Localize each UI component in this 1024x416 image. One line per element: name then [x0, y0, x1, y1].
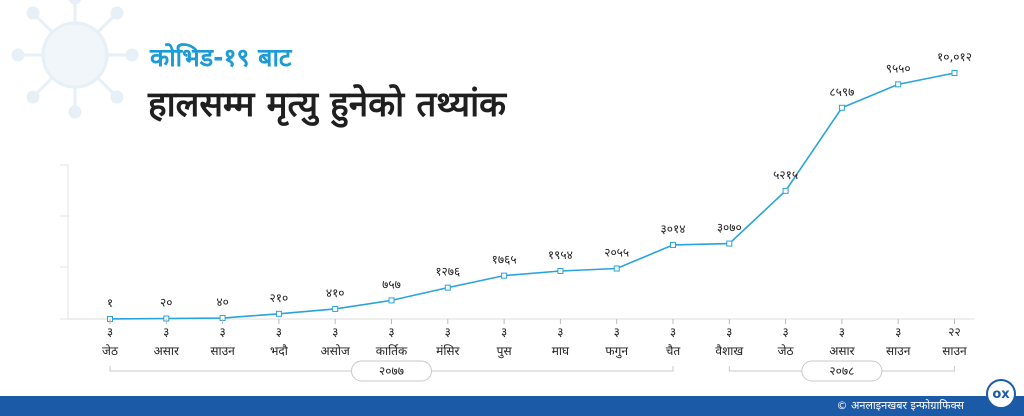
x-tick-label-day: ३: [726, 325, 732, 339]
data-point: [613, 265, 620, 272]
x-tick-label-month: चैत: [666, 344, 682, 358]
data-label: १: [107, 296, 113, 310]
data-point: [670, 241, 676, 248]
x-tick-label-day: ३: [782, 325, 788, 339]
x-tick-label-month: असार: [154, 344, 180, 358]
x-tick-label-day: ३: [445, 325, 451, 339]
virus-watermark-icon: [11, 0, 139, 119]
x-tick-label-day: ३: [332, 325, 338, 339]
x-tick-label-month: असार: [829, 344, 855, 358]
data-label: ४०: [216, 295, 228, 309]
year-pill: [801, 360, 883, 382]
x-tick-label-month: कार्तिक: [376, 344, 408, 358]
x-tick-label-month: भदौ: [270, 344, 289, 358]
x-tick-label-month: साउन: [942, 344, 967, 358]
chart-title-line1: कोभिड-१९ बाट: [150, 43, 292, 72]
year-label: २०७८: [829, 364, 854, 378]
data-point: [726, 240, 733, 247]
x-tick-label-month: असोज: [321, 344, 351, 358]
x-tick-label-month: जेठ: [778, 344, 795, 358]
x-tick-label-day: ३: [839, 325, 845, 339]
footer-credit: © अनलाइनखबर इन्फोग्राफिक्स: [836, 399, 964, 412]
brand-logo: ox: [986, 379, 1016, 409]
data-point: [275, 310, 282, 317]
x-tick-label-day: ३: [219, 325, 225, 339]
x-tick-label-day: ३: [557, 325, 563, 339]
x-tick-label-month: माघ: [552, 344, 570, 358]
data-point: [838, 104, 845, 111]
data-label: १९५४: [548, 248, 573, 262]
year-pill: [351, 360, 432, 382]
x-tick-label-month: फगुन: [605, 344, 628, 359]
x-tick-label-month: साउन: [886, 344, 911, 358]
data-point: [951, 69, 958, 76]
data-label: ३०१४: [661, 222, 686, 236]
data-label: ७५७: [382, 277, 401, 291]
data-point: [501, 272, 508, 279]
data-label: २०५५: [604, 246, 629, 260]
x-tick-label-month: जेठ: [102, 344, 119, 358]
data-point: [388, 297, 395, 304]
x-tick-label-day: ३: [107, 325, 113, 339]
data-label: २१०: [270, 291, 289, 305]
x-tick-label-month: वैशाख: [715, 344, 743, 358]
chart-title-line2: हालसम्म मृत्यु हुनेको तथ्यांक: [148, 85, 507, 125]
x-tick-label-day: ३: [895, 325, 901, 339]
series-line: [109, 72, 955, 320]
data-label: ४१०: [326, 286, 345, 300]
x-tick-label-day: ३: [670, 325, 676, 339]
data-label: २०: [160, 296, 172, 310]
data-label: १०,०१२: [937, 50, 972, 64]
x-tick-label-month: मंसिर: [436, 344, 460, 358]
data-label: ३०७०: [717, 221, 742, 235]
x-tick-label-day: ३: [388, 325, 394, 339]
x-tick-label-month: पुस: [497, 344, 513, 359]
x-tick-label-day: ३: [501, 325, 507, 339]
x-tick-label-month: साउन: [210, 344, 235, 358]
data-point: [557, 267, 564, 274]
x-tick-label-day: ३: [614, 325, 620, 339]
data-point: [332, 305, 339, 312]
data-label: १७६५: [492, 253, 517, 267]
x-tick-label-day: ३: [163, 325, 169, 339]
x-tick-label-day: ३: [276, 325, 282, 339]
footer-bar: [0, 396, 1024, 416]
data-label: ५२१५: [773, 168, 798, 182]
data-label: १२७६: [435, 265, 460, 279]
data-point: [444, 284, 451, 291]
data-label: ८५९७: [829, 85, 854, 99]
data-point: [782, 187, 789, 194]
data-point: [895, 81, 902, 88]
x-tick-label-day: २२: [948, 325, 960, 339]
year-label: २०७७: [379, 364, 404, 378]
data-label: ९५५०: [886, 61, 911, 75]
